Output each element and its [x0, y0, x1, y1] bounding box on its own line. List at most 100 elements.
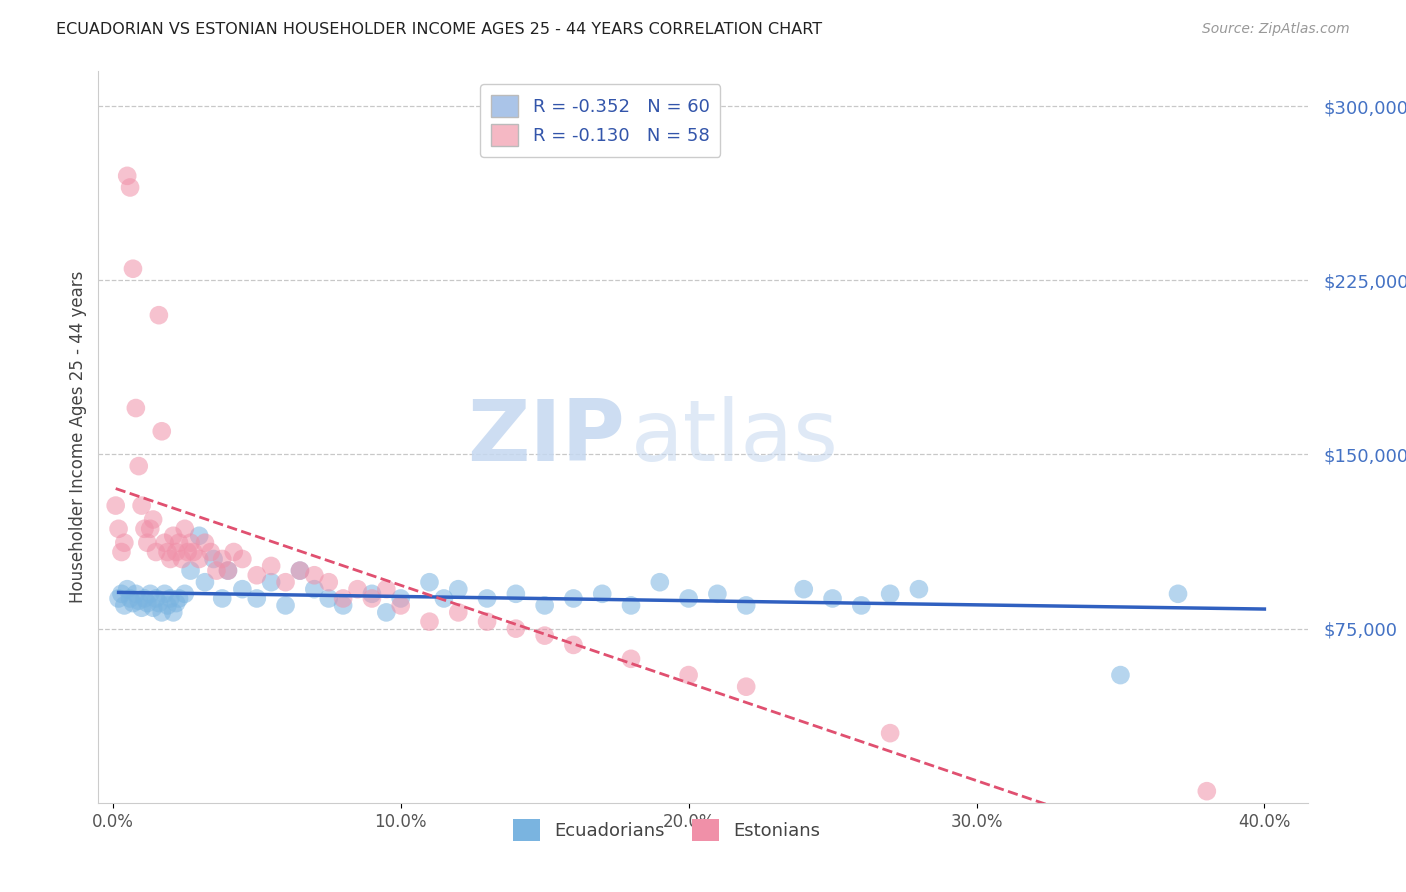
Point [120, 180, 142, 194]
Point [148, 308, 170, 322]
Point [678, 591, 700, 606]
Point [134, 591, 156, 606]
Point [136, 535, 159, 549]
Point [332, 599, 354, 613]
Point [879, 587, 901, 601]
Point [318, 575, 340, 590]
Point [107, 591, 129, 606]
Text: atlas: atlas [630, 395, 838, 479]
Point [433, 591, 456, 606]
Point [217, 564, 239, 578]
Point [107, 522, 129, 536]
Point [361, 587, 384, 601]
Point [821, 591, 844, 606]
Point [200, 545, 222, 559]
Point [246, 591, 269, 606]
Point [153, 587, 176, 601]
Point [115, 169, 138, 183]
Point [475, 615, 498, 629]
Point [505, 587, 527, 601]
Point [533, 599, 555, 613]
Point [125, 401, 148, 415]
Point [148, 596, 170, 610]
Point [150, 606, 173, 620]
Point [110, 587, 132, 601]
Point [153, 535, 176, 549]
Point [112, 599, 135, 613]
Point [678, 668, 700, 682]
Point [304, 582, 326, 597]
Point [139, 522, 162, 536]
Point [231, 582, 253, 597]
Point [131, 600, 153, 615]
Point [620, 599, 643, 613]
Legend: Ecuadorians, Estonians: Ecuadorians, Estonians [506, 812, 828, 848]
Point [128, 459, 150, 474]
Point [1167, 587, 1189, 601]
Point [159, 591, 181, 606]
Point [183, 545, 205, 559]
Point [180, 535, 202, 549]
Y-axis label: Householder Income Ages 25 - 44 years: Householder Income Ages 25 - 44 years [69, 271, 87, 603]
Point [128, 594, 150, 608]
Text: ZIP: ZIP [467, 395, 624, 479]
Point [1195, 784, 1218, 798]
Text: ECUADORIAN VS ESTONIAN HOUSEHOLDER INCOME AGES 25 - 44 YEARS CORRELATION CHART: ECUADORIAN VS ESTONIAN HOUSEHOLDER INCOM… [56, 22, 823, 37]
Point [188, 529, 211, 543]
Point [361, 591, 384, 606]
Point [104, 499, 127, 513]
Point [304, 568, 326, 582]
Point [222, 545, 245, 559]
Point [176, 545, 198, 559]
Point [122, 596, 145, 610]
Point [562, 591, 585, 606]
Point [332, 591, 354, 606]
Point [125, 587, 148, 601]
Text: Source: ZipAtlas.com: Source: ZipAtlas.com [1202, 22, 1350, 37]
Point [260, 575, 283, 590]
Point [188, 552, 211, 566]
Point [194, 575, 217, 590]
Point [274, 599, 297, 613]
Point [211, 552, 233, 566]
Point [533, 629, 555, 643]
Point [793, 582, 815, 597]
Point [418, 575, 440, 590]
Point [231, 552, 253, 566]
Point [735, 680, 758, 694]
Point [346, 582, 368, 597]
Point [246, 568, 269, 582]
Point [735, 599, 758, 613]
Point [620, 652, 643, 666]
Point [418, 615, 440, 629]
Point [648, 575, 671, 590]
Point [389, 591, 412, 606]
Point [170, 552, 193, 566]
Point [318, 591, 340, 606]
Point [475, 591, 498, 606]
Point [142, 600, 165, 615]
Point [142, 512, 165, 526]
Point [122, 261, 145, 276]
Point [211, 591, 233, 606]
Point [134, 522, 156, 536]
Point [447, 606, 470, 620]
Point [136, 596, 159, 610]
Point [150, 424, 173, 438]
Point [202, 552, 225, 566]
Point [145, 591, 167, 606]
Point [375, 582, 398, 597]
Point [591, 587, 613, 601]
Point [110, 545, 132, 559]
Point [115, 582, 138, 597]
Point [156, 599, 179, 613]
Point [173, 522, 195, 536]
Point [173, 587, 195, 601]
Point [260, 558, 283, 573]
Point [159, 552, 181, 566]
Point [851, 599, 873, 613]
Point [165, 596, 187, 610]
Point [879, 726, 901, 740]
Point [447, 582, 470, 597]
Point [706, 587, 728, 601]
